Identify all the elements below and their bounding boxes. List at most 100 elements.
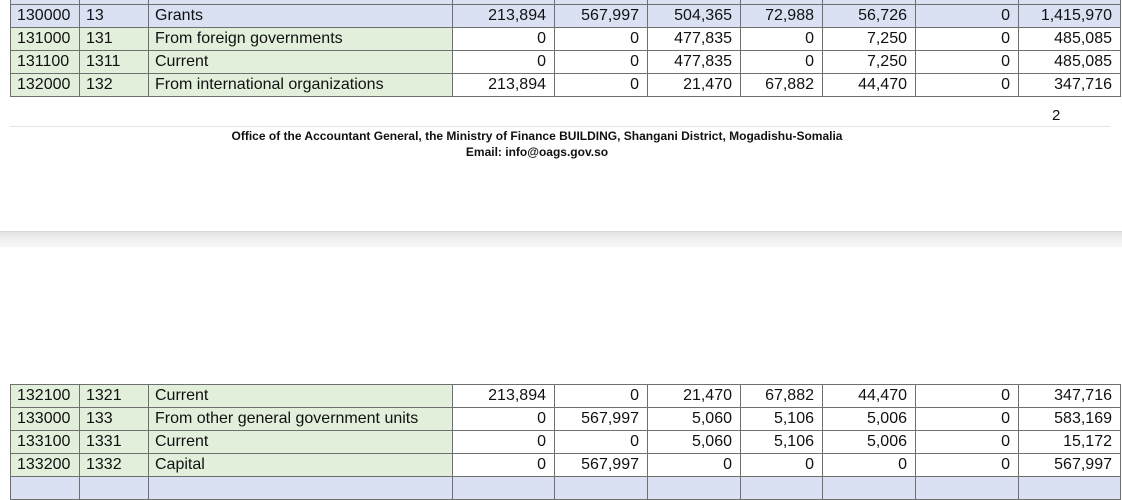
empty-cell bbox=[10, 476, 80, 500]
sub-code-cell: 1332 bbox=[79, 453, 149, 477]
sub-code-cell: 1321 bbox=[79, 384, 149, 408]
total-cell: 567,997 bbox=[1018, 453, 1121, 477]
total-cell: 347,716 bbox=[1018, 73, 1121, 97]
value-cell-6: 0 bbox=[915, 4, 1019, 28]
empty-cell bbox=[79, 476, 149, 500]
total-cell: 347,716 bbox=[1018, 384, 1121, 408]
value-cell-1: 0 bbox=[452, 407, 555, 431]
value-cell-6: 0 bbox=[915, 430, 1019, 454]
empty-cell bbox=[148, 476, 453, 500]
sub-code-cell: 131 bbox=[79, 27, 149, 51]
value-cell-3: 0 bbox=[647, 453, 741, 477]
sub-code-cell: 1331 bbox=[79, 430, 149, 454]
table-row: 133200 1332 Capital 0 567,997 0 0 0 0 567,997 bbox=[10, 453, 1121, 477]
empty-cell bbox=[822, 476, 916, 500]
account-code-cell: 131100 bbox=[10, 50, 80, 74]
value-cell-1: 0 bbox=[452, 453, 555, 477]
empty-cell bbox=[554, 476, 648, 500]
description-cell: Current bbox=[148, 384, 453, 408]
value-cell-3: 477,835 bbox=[647, 50, 741, 74]
value-cell-5: 0 bbox=[822, 453, 916, 477]
revenue-table-top: 130000 13 Grants 213,894 567,997 504,365 72,98… bbox=[10, 0, 1121, 97]
empty-cell bbox=[915, 476, 1019, 500]
account-code-cell: 133100 bbox=[10, 430, 80, 454]
description-cell: Capital bbox=[148, 453, 453, 477]
account-code-cell: 133200 bbox=[10, 453, 80, 477]
description-cell: Current bbox=[148, 430, 453, 454]
value-cell-6: 0 bbox=[915, 384, 1019, 408]
value-cell-6: 0 bbox=[915, 50, 1019, 74]
page-separator bbox=[0, 231, 1122, 247]
page-number: 2 bbox=[1052, 107, 1061, 124]
value-cell-2: 0 bbox=[554, 50, 648, 74]
value-cell-5: 44,470 bbox=[822, 384, 916, 408]
total-cell: 485,085 bbox=[1018, 50, 1121, 74]
footer-divider bbox=[10, 126, 1110, 127]
table-row: 131000 131 From foreign governments 0 0 477,8… bbox=[10, 27, 1121, 51]
table-row: 133000 133 From other general government u… bbox=[10, 407, 1121, 431]
value-cell-2: 567,997 bbox=[554, 453, 648, 477]
table-row: 130000 13 Grants 213,894 567,997 504,365 72,98… bbox=[10, 4, 1121, 28]
table-row: 132000 132 From international organization… bbox=[10, 73, 1121, 97]
value-cell-2: 567,997 bbox=[554, 4, 648, 28]
account-code-cell: 131000 bbox=[10, 27, 80, 51]
account-code-cell: 130000 bbox=[10, 4, 80, 28]
value-cell-4: 67,882 bbox=[740, 384, 823, 408]
value-cell-4: 0 bbox=[740, 27, 823, 51]
sub-code-cell: 133 bbox=[79, 407, 149, 431]
sub-code-cell: 13 bbox=[79, 4, 149, 28]
value-cell-5: 56,726 bbox=[822, 4, 916, 28]
value-cell-5: 5,006 bbox=[822, 430, 916, 454]
empty-cell bbox=[740, 476, 823, 500]
value-cell-5: 44,470 bbox=[822, 73, 916, 97]
value-cell-1: 0 bbox=[452, 27, 555, 51]
total-cell: 1,415,970 bbox=[1018, 4, 1121, 28]
value-cell-4: 67,882 bbox=[740, 73, 823, 97]
value-cell-4: 0 bbox=[740, 453, 823, 477]
empty-cell bbox=[452, 476, 555, 500]
revenue-table-bottom: 132100 1321 Current 213,894 0 21,470 67,882 44,… bbox=[10, 384, 1121, 500]
total-cell: 15,172 bbox=[1018, 430, 1121, 454]
description-cell: From international organizations bbox=[148, 73, 453, 97]
value-cell-2: 0 bbox=[554, 430, 648, 454]
value-cell-4: 5,106 bbox=[740, 407, 823, 431]
value-cell-4: 0 bbox=[740, 50, 823, 74]
value-cell-2: 567,997 bbox=[554, 407, 648, 431]
footer-email: Email: info@oags.gov.so bbox=[465, 145, 609, 159]
value-cell-3: 21,470 bbox=[647, 384, 741, 408]
value-cell-1: 213,894 bbox=[452, 4, 555, 28]
value-cell-5: 5,006 bbox=[822, 407, 916, 431]
value-cell-2: 0 bbox=[554, 384, 648, 408]
account-code-cell: 132100 bbox=[10, 384, 80, 408]
table-row-cut-off bbox=[10, 476, 1121, 500]
account-code-cell: 132000 bbox=[10, 73, 80, 97]
value-cell-2: 0 bbox=[554, 27, 648, 51]
empty-cell bbox=[647, 476, 741, 500]
total-cell: 485,085 bbox=[1018, 27, 1121, 51]
value-cell-6: 0 bbox=[915, 27, 1019, 51]
value-cell-5: 7,250 bbox=[822, 50, 916, 74]
value-cell-4: 72,988 bbox=[740, 4, 823, 28]
value-cell-1: 0 bbox=[452, 430, 555, 454]
sub-code-cell: 132 bbox=[79, 73, 149, 97]
value-cell-4: 5,106 bbox=[740, 430, 823, 454]
value-cell-6: 0 bbox=[915, 453, 1019, 477]
value-cell-1: 0 bbox=[452, 50, 555, 74]
footer-address: Office of the Accountant General, the Mi… bbox=[231, 129, 843, 143]
empty-cell bbox=[1018, 476, 1121, 500]
sub-code-cell: 1311 bbox=[79, 50, 149, 74]
value-cell-5: 7,250 bbox=[822, 27, 916, 51]
value-cell-3: 477,835 bbox=[647, 27, 741, 51]
page-footer: Office of the Accountant General, the Mi… bbox=[0, 128, 1074, 160]
value-cell-1: 213,894 bbox=[452, 73, 555, 97]
value-cell-3: 5,060 bbox=[647, 430, 741, 454]
description-cell: From other general government units bbox=[148, 407, 453, 431]
value-cell-3: 5,060 bbox=[647, 407, 741, 431]
value-cell-6: 0 bbox=[915, 407, 1019, 431]
table-row: 132100 1321 Current 213,894 0 21,470 67,882 44,… bbox=[10, 384, 1121, 408]
value-cell-1: 213,894 bbox=[452, 384, 555, 408]
description-cell: From foreign governments bbox=[148, 27, 453, 51]
table-row: 131100 1311 Current 0 0 477,835 0 7,250 0 485,085 bbox=[10, 50, 1121, 74]
value-cell-3: 21,470 bbox=[647, 73, 741, 97]
value-cell-3: 504,365 bbox=[647, 4, 741, 28]
